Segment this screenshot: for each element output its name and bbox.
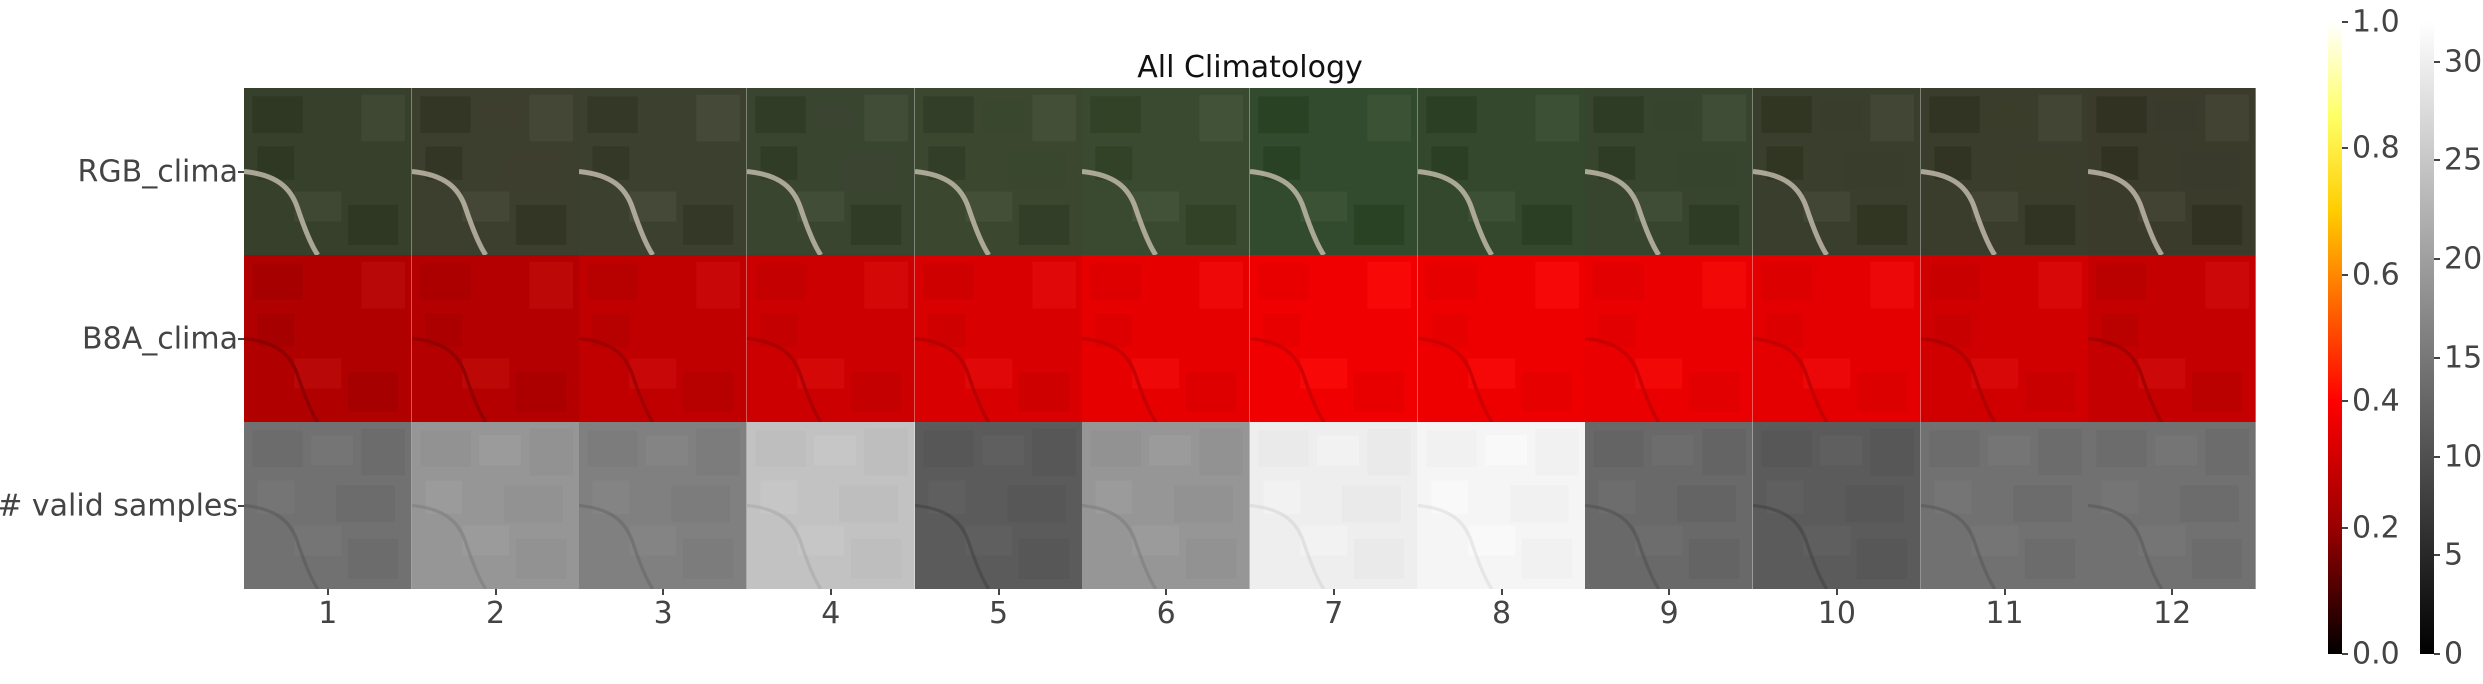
heatmap-cell xyxy=(2088,88,2256,255)
x-tick-mark xyxy=(829,589,832,595)
heatmap-cell xyxy=(1082,255,1250,422)
heatmap-cell xyxy=(747,88,915,255)
heatmap-cell xyxy=(1920,88,2089,255)
colorbar-tick-mark xyxy=(2434,554,2440,557)
heatmap-cell xyxy=(914,422,1083,589)
x-tick-label: 3 xyxy=(653,596,673,631)
x-tick-label: 8 xyxy=(1491,596,1512,631)
x-tick-label: 11 xyxy=(1985,596,2024,631)
heatmap-cell xyxy=(747,255,915,422)
x-tick-label: 9 xyxy=(1659,596,1679,631)
colorbar-tick-mark xyxy=(2342,653,2348,655)
x-tick-mark xyxy=(997,589,1000,595)
colorbar-tick-label: 0.8 xyxy=(2352,130,2400,166)
heatmap-cell xyxy=(1753,255,1921,422)
heatmap-cell xyxy=(1417,255,1586,422)
x-tick-label: 2 xyxy=(485,596,506,631)
colorbar-tick-label: 10 xyxy=(2444,439,2483,474)
y-tick-mark xyxy=(238,338,244,340)
colorbar-tick-label: 25 xyxy=(2444,142,2483,178)
colorbar-tick-label: 0.6 xyxy=(2352,257,2400,293)
heatmap-cell xyxy=(1753,88,1921,255)
colorbar-tick-mark xyxy=(2342,21,2348,23)
heatmap-cell xyxy=(1417,88,1586,255)
colorbar-gray xyxy=(2420,22,2434,654)
colorbar-tick-label: 0 xyxy=(2444,636,2464,672)
x-tick-label: 7 xyxy=(1324,596,1344,631)
row-label-rgb: RGB_clima xyxy=(77,154,238,190)
colorbar-tick-mark xyxy=(2342,273,2348,276)
heatmap-cell xyxy=(1250,422,1418,589)
x-tick-mark xyxy=(2171,589,2174,595)
y-tick-mark xyxy=(238,505,244,507)
x-tick-label: 12 xyxy=(2153,596,2192,631)
x-tick-mark xyxy=(2003,589,2006,595)
colorbar-hot xyxy=(2328,22,2342,654)
heatmap-cell xyxy=(244,88,412,255)
row-label-b8a: B8A_clima xyxy=(82,321,238,357)
colorbar-tick-label: 0.2 xyxy=(2352,510,2400,546)
colorbar-tick-label: 20 xyxy=(2444,241,2483,277)
heatmap-cell xyxy=(1417,422,1586,589)
colorbar-tick-mark xyxy=(2434,356,2440,359)
heatmap-cell xyxy=(411,255,580,422)
heatmap-cell xyxy=(1250,88,1418,255)
heatmap-cell xyxy=(914,88,1083,255)
colorbar-tick-mark xyxy=(2434,653,2440,655)
x-tick-mark xyxy=(1668,589,1671,595)
x-tick-label: 4 xyxy=(821,596,841,631)
heatmap-grid xyxy=(244,88,2256,589)
heatmap-cell xyxy=(1920,422,2089,589)
y-tick-mark xyxy=(238,171,244,173)
heatmap-cell xyxy=(1585,255,1753,422)
chart-title: All Climatology xyxy=(1137,50,1363,85)
x-tick-mark xyxy=(1332,589,1335,595)
x-tick-mark xyxy=(1835,589,1838,595)
heatmap-cell xyxy=(2088,422,2256,589)
x-tick-mark xyxy=(326,589,329,595)
colorbar-tick-mark xyxy=(2434,455,2440,458)
x-tick-label: 10 xyxy=(1817,596,1856,631)
heatmap-cell xyxy=(579,88,747,255)
heatmap-cell xyxy=(1082,88,1250,255)
heatmap-cell xyxy=(1082,422,1250,589)
heatmap-cell xyxy=(747,422,915,589)
colorbar-tick-mark xyxy=(2434,159,2440,162)
colorbar-tick-mark xyxy=(2342,400,2348,403)
x-tick-mark xyxy=(1165,589,1168,595)
heatmap-cell xyxy=(579,422,747,589)
colorbar-tick-label: 1.0 xyxy=(2352,4,2400,40)
x-tick-label: 5 xyxy=(988,596,1009,631)
colorbar-tick-mark xyxy=(2342,147,2348,150)
heatmap-cell xyxy=(914,255,1083,422)
heatmap-cell xyxy=(1585,88,1753,255)
x-tick-label: 1 xyxy=(318,596,338,631)
colorbar-tick-mark xyxy=(2434,60,2440,63)
colorbar-tick-label: 0.0 xyxy=(2352,636,2400,672)
heatmap-cell xyxy=(579,255,747,422)
heatmap-cell xyxy=(1920,255,2089,422)
colorbar-tick-label: 15 xyxy=(2444,340,2483,376)
colorbar-tick-label: 0.4 xyxy=(2352,383,2400,419)
heatmap-cell xyxy=(411,422,580,589)
row-label-valid-samples: # valid samples xyxy=(0,488,238,524)
colorbar-tick-label: 5 xyxy=(2444,537,2464,573)
colorbar-tick-mark xyxy=(2342,526,2348,529)
heatmap-cell xyxy=(244,422,412,589)
heatmap-cell xyxy=(244,255,412,422)
heatmap-cell xyxy=(1753,422,1921,589)
x-tick-label: 6 xyxy=(1156,596,1176,631)
heatmap-cell xyxy=(2088,255,2256,422)
heatmap-cell xyxy=(411,88,580,255)
x-tick-mark xyxy=(494,589,497,595)
colorbar-tick-mark xyxy=(2434,258,2440,260)
x-tick-mark xyxy=(662,589,665,595)
heatmap-cell xyxy=(1585,422,1753,589)
colorbar-tick-label: 30 xyxy=(2444,44,2483,79)
x-tick-mark xyxy=(1500,589,1503,595)
heatmap-cell xyxy=(1250,255,1418,422)
